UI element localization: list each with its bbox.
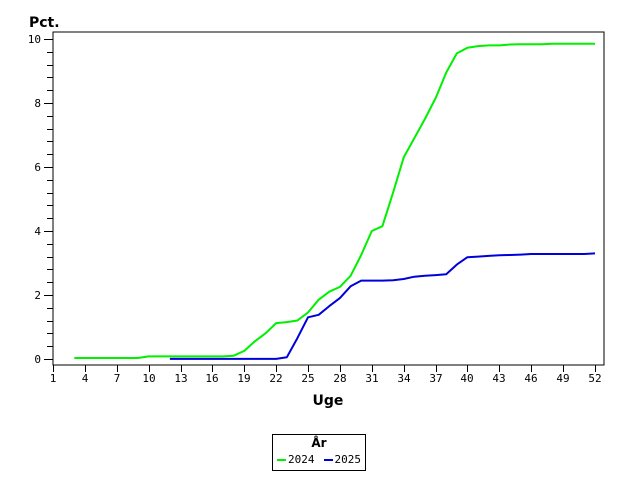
x-tick-label: 43 <box>492 372 505 385</box>
legend-item-2025: 2025 <box>323 453 362 466</box>
plot-frame <box>52 31 605 366</box>
x-tick-label: 31 <box>365 372 378 385</box>
x-tick-label: 25 <box>301 372 314 385</box>
x-tick-label: 10 <box>142 372 155 385</box>
y-tick-label: 0 <box>34 353 41 366</box>
x-tick-label: 7 <box>114 372 121 385</box>
y-tick-label: 10 <box>28 33 41 46</box>
x-tick-label: 1 <box>50 372 57 385</box>
x-tick-label: 49 <box>556 372 569 385</box>
x-tick-label: 19 <box>237 372 250 385</box>
x-tick-label: 52 <box>588 372 601 385</box>
x-tick-label: 28 <box>333 372 346 385</box>
legend-items: 2024 2025 <box>277 453 361 466</box>
legend-label: 2024 <box>288 453 315 466</box>
x-tick-label: 22 <box>269 372 282 385</box>
y-tick-label: 2 <box>34 289 41 302</box>
x-tick-label: 34 <box>397 372 411 385</box>
legend-label: 2025 <box>334 453 362 466</box>
legend-title: År <box>311 436 327 450</box>
legend: År 2024 2025 <box>272 434 366 471</box>
legend-item-2024: 2024 <box>277 453 315 466</box>
x-tick-label: 46 <box>524 372 537 385</box>
legend-swatch-2025 <box>323 458 333 461</box>
x-tick-label: 4 <box>82 372 89 385</box>
x-axis-title: Uge <box>313 393 344 409</box>
x-tick-label: 37 <box>429 372 442 385</box>
x-tick-label: 40 <box>460 372 473 385</box>
series-line-2024 <box>74 42 595 359</box>
legend-swatch-2024 <box>277 458 286 461</box>
series-line-2025 <box>169 252 596 360</box>
y-tick-label: 8 <box>34 97 41 110</box>
y-tick-label: 4 <box>34 225 41 238</box>
x-tick-label: 16 <box>205 372 218 385</box>
y-tick-label: 6 <box>34 161 41 174</box>
y-axis-title: Pct. <box>29 15 60 31</box>
x-tick-label: 13 <box>174 372 187 385</box>
